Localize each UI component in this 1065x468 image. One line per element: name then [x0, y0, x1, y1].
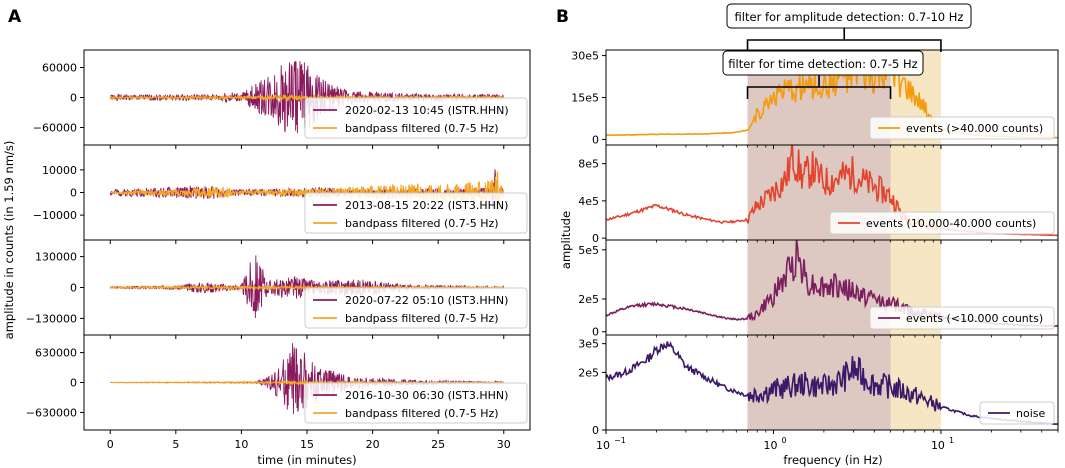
ytick-label: 0: [592, 133, 599, 146]
xtick-exponent: −1: [614, 436, 626, 445]
legend-box-b-2: [829, 211, 1055, 235]
ytick-label: 10000: [42, 164, 77, 177]
ytick-label: −10000: [33, 209, 77, 222]
time-filter-box: [722, 50, 924, 76]
ytick-label: 130000: [35, 251, 77, 264]
ytick-label: −60000: [33, 122, 77, 135]
legend-box-a-4: [304, 382, 528, 424]
xtick-label: 0: [107, 438, 114, 451]
ytick-label: 630000: [35, 347, 77, 360]
legend-label-filtered: bandpass filtered (0.7-5 Hz): [345, 122, 499, 135]
ytick-label: −130000: [26, 312, 77, 325]
legend-box-a-1: [304, 97, 528, 139]
ytick-label: 2e5: [578, 293, 599, 306]
legend-box-a-3: [304, 287, 528, 329]
ytick-label: 0: [70, 377, 77, 390]
xtick-exponent: 1: [949, 436, 954, 445]
legend-label-filtered: bandpass filtered (0.7-5 Hz): [345, 312, 499, 325]
time-filter-bracket: [746, 75, 892, 99]
time-filter-annotation: filter for time detection: 0.7-5 Hz: [722, 50, 924, 99]
legend-box-a-2: [304, 192, 528, 234]
filtered-trace-4: [110, 379, 504, 386]
xtick-exponent: 0: [781, 436, 786, 445]
panel-b-ylabel: amplitude: [559, 211, 573, 269]
ytick-label: 0: [70, 92, 77, 105]
xtick-base: 10: [763, 439, 777, 452]
legend-label: events (<10.000 counts): [906, 312, 1043, 325]
panel-b-label: B: [556, 7, 569, 27]
panel-a-xlabel: time (in minutes): [257, 453, 356, 467]
legend-box-b-1: [869, 116, 1055, 140]
panel-b-xlabel: frequency (in Hz): [783, 453, 882, 467]
legend-label-raw: 2016-10-30 06:30 (IST3.HHN): [345, 389, 508, 402]
panel-a-ylabel: amplitude in counts (in 1.59 nm/s): [2, 141, 16, 340]
ytick-label: 0: [592, 424, 599, 437]
ytick-label: 5e5: [578, 244, 599, 257]
ytick-label: 0: [592, 232, 599, 245]
legend-label-filtered: bandpass filtered (0.7-5 Hz): [345, 217, 499, 230]
amplitude-filter-text: filter for amplitude detection: 0.7-10 H…: [735, 10, 964, 24]
panel-a-label: A: [8, 7, 22, 27]
legend-box-b-3: [869, 306, 1055, 330]
legend-label: noise: [1016, 407, 1045, 420]
ytick-label: 8e5: [578, 158, 599, 171]
legend-label-filtered: bandpass filtered (0.7-5 Hz): [345, 407, 499, 420]
xtick-label: 15: [300, 438, 314, 451]
ytick-label: 30e5: [571, 50, 599, 63]
legend-label-raw: 2020-07-22 05:10 (IST3.HHN): [345, 294, 508, 307]
ytick-label: 15e5: [571, 92, 599, 105]
ytick-label: 60000: [42, 62, 77, 75]
xtick-base: 10: [931, 439, 945, 452]
panel-a: 60000 0 −60000 2020-02-13 10:45 (ISTR.HHN) b…: [26, 49, 531, 451]
ytick-label: 0: [70, 282, 77, 295]
legend-label: events (10.000-40.000 counts): [866, 217, 1036, 230]
ytick-label: −630000: [26, 406, 77, 419]
legend-label: events (>40.000 counts): [906, 122, 1043, 135]
legend-label-raw: 2020-02-13 10:45 (ISTR.HHN): [345, 104, 509, 117]
xtick-base: 10: [596, 439, 610, 452]
ytick-label: 4e5: [578, 195, 599, 208]
ytick-label: 0: [592, 326, 599, 339]
ytick-label: 2e5: [578, 366, 599, 379]
xtick-label: 5: [172, 438, 179, 451]
amplitude-filter-bracket: [746, 28, 942, 52]
xtick-label: 20: [366, 438, 380, 451]
xtick-label: 25: [431, 438, 445, 451]
axes-frame-b-4: [605, 334, 1059, 431]
ytick-label: 0: [70, 187, 77, 200]
legend-box-b-4: [979, 401, 1055, 425]
ytick-label: 3e5: [578, 338, 599, 351]
legend-label-raw: 2013-08-15 20:22 (IST3.HHN): [345, 199, 508, 212]
amplitude-filter-annotation: filter for amplitude detection: 0.7-10 H…: [726, 3, 972, 52]
time-filter-text: filter for time detection: 0.7-5 Hz: [728, 57, 917, 71]
xtick-label: 10: [234, 438, 248, 451]
xtick-label: 30: [497, 438, 511, 451]
amplitude-filter-box: [726, 3, 972, 29]
